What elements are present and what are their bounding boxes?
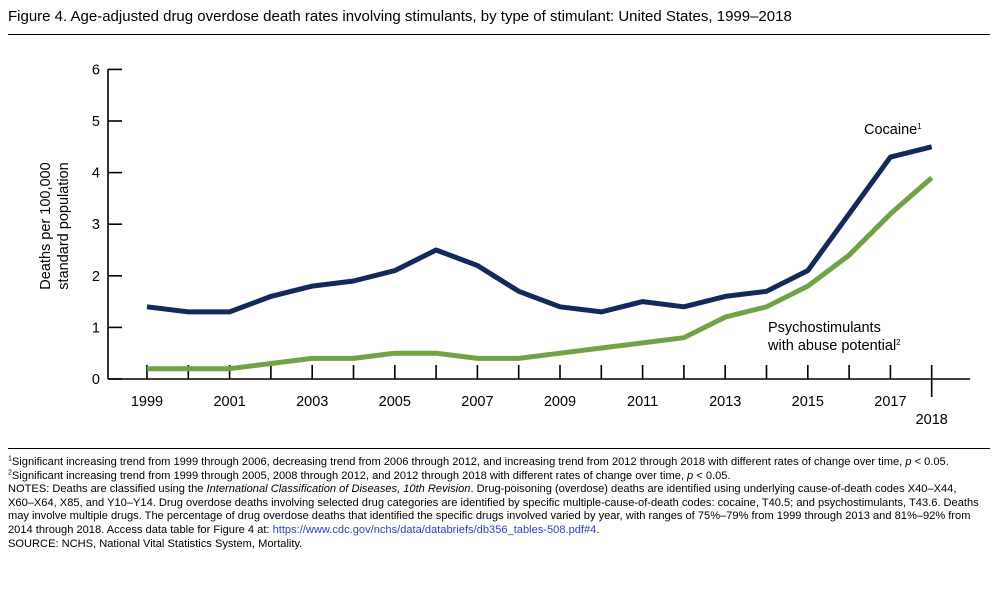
x-tick-label: 2003 <box>296 394 328 410</box>
footnote-1: 1Significant increasing trend from 1999 … <box>8 455 949 468</box>
x-tick-label: 2011 <box>627 394 658 410</box>
top-rule <box>8 34 990 35</box>
x-tick-label: 2001 <box>213 394 245 410</box>
x-tick-label: 1999 <box>131 394 163 410</box>
y-tick-label: 6 <box>92 62 100 78</box>
psychostimulants-label-line2: with abuse potential2 <box>767 338 901 354</box>
y-tick-label: 5 <box>92 114 100 130</box>
y-tick-label: 0 <box>92 372 100 388</box>
y-axis-label-line2: standard population <box>56 162 72 289</box>
y-axis-label-line1: Deaths per 100,000 <box>38 162 54 289</box>
series-labels: Cocaine1 Psychostimulants with abuse pot… <box>767 122 922 354</box>
psychostimulants-line <box>147 175 934 372</box>
series-lines <box>146 144 934 372</box>
psychostimulants-label-line1: Psychostimulants <box>768 320 881 336</box>
footnote-2: 2Significant increasing trend from 1999 … <box>8 468 731 482</box>
figure-notes: 1Significant increasing trend from 1999 … <box>8 455 983 551</box>
y-tick-label: 3 <box>92 217 100 233</box>
y-axis-label: Deaths per 100,000 standard population <box>38 162 72 289</box>
data-table-link[interactable]: https://www.cdc.gov/nchs/data/databriefs… <box>272 523 597 536</box>
y-tick-label: 2 <box>92 269 100 285</box>
bottom-rule <box>8 448 990 449</box>
y-tick-label: 1 <box>92 320 100 336</box>
cocaine-label: Cocaine1 <box>864 122 922 138</box>
line-chart: 0 1 2 3 4 5 6 1999 2001 2003 2005 2007 2009 2011 2013 2… <box>38 62 970 428</box>
figure-title: Figure 4. Age-adjusted drug overdose dea… <box>8 8 792 25</box>
x-tick-label: 2017 <box>874 394 906 410</box>
notes-paragraph: NOTES: Deaths are classified using the I… <box>8 483 979 536</box>
chart-axes: 0 1 2 3 4 5 6 1999 2001 2003 2005 2007 2009 2011 2013 2… <box>92 62 970 428</box>
x-tick-label: 2007 <box>461 394 493 410</box>
x-tick-label: 2013 <box>709 394 741 410</box>
x-tick-label: 2005 <box>379 394 411 410</box>
cocaine-line <box>146 144 933 315</box>
x-tick-label: 2009 <box>544 394 576 410</box>
y-tick-label: 4 <box>92 166 100 182</box>
x-tick-label: 2015 <box>792 394 824 410</box>
x-tick-label-2018: 2018 <box>916 412 948 428</box>
source-line: SOURCE: NCHS, National Vital Statistics … <box>8 537 303 550</box>
